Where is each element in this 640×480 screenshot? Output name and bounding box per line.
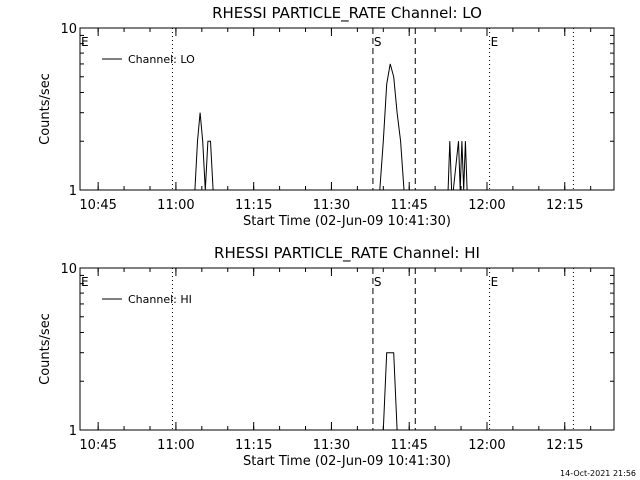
time-marker-label: E [81,275,89,289]
axis-ticks: 10:45 11:00 11:15 11:30 11:45 12:00 12:15 1 10 [60,262,614,453]
series-line [194,63,468,191]
time-marker-label: S [374,35,382,49]
chart-title: RHESSI PARTICLE_RATE Channel: HI [214,244,480,263]
x-tick-label: 11:45 [390,438,427,453]
x-tick-label: 12:15 [546,198,583,213]
legend-label: Channel: LO [128,53,195,66]
x-tick-label: 10:45 [79,198,116,213]
x-tick-label: 11:00 [157,438,194,453]
x-tick-label: 11:00 [157,198,194,213]
y-tick-label: 10 [60,262,77,277]
x-tick-label: 11:15 [235,198,272,213]
x-tick-label: 12:00 [468,438,505,453]
x-tick-label: 10:45 [79,438,116,453]
x-tick-label: 11:30 [313,438,350,453]
chart-panel-lo: RHESSI PARTICLE_RATE Channel: LO Counts/… [38,4,615,229]
time-marker-label: E [81,35,89,49]
data-series [382,352,398,431]
x-tick-label: 12:15 [546,438,583,453]
y-tick-label: 10 [60,22,77,37]
legend: Channel: LO [102,53,195,66]
data-series [194,63,468,191]
legend-label: Channel: HI [128,293,192,306]
y-tick-label: 1 [69,424,77,439]
y-tick-label: 1 [69,184,77,199]
legend: Channel: HI [102,293,192,306]
time-marker-label: E [491,275,499,289]
chart-panel-hi: RHESSI PARTICLE_RATE Channel: HI Counts/… [38,244,615,469]
y-axis-label: Counts/sec [38,313,53,385]
chart-title: RHESSI PARTICLE_RATE Channel: LO [212,4,482,23]
series-line [382,352,398,431]
x-tick-label: 12:00 [468,198,505,213]
y-axis-label: Counts/sec [38,73,53,145]
x-axis-label: Start Time (02-Jun-09 10:41:30) [243,454,451,469]
x-tick-label: 11:45 [390,198,427,213]
generation-timestamp: 14-Oct-2021 21:56 [560,469,636,478]
axis-ticks: 10:45 11:00 11:15 11:30 11:45 12:00 12:15 1 10 [60,22,614,213]
x-tick-label: 11:15 [235,438,272,453]
time-marker-label: E [491,35,499,49]
x-axis-label: Start Time (02-Jun-09 10:41:30) [243,214,451,229]
x-tick-label: 11:30 [313,198,350,213]
time-marker-label: S [374,275,382,289]
